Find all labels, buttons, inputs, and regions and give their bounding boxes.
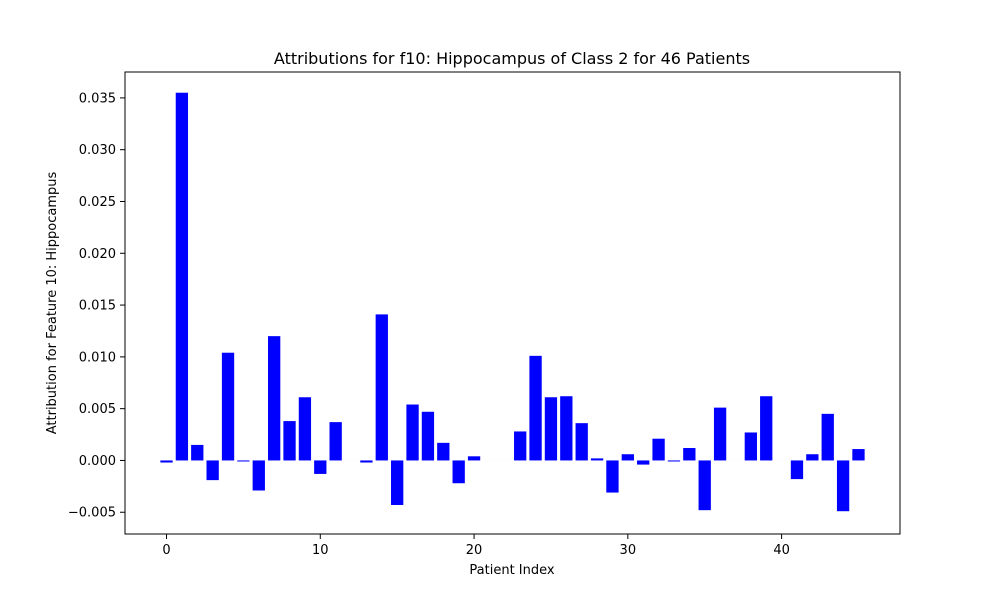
y-tick-label: 0.025 xyxy=(79,195,116,210)
bars-group xyxy=(160,92,865,512)
bar-patient-33 xyxy=(667,460,681,462)
bar-patient-4 xyxy=(221,352,235,461)
bar-patient-45 xyxy=(852,449,865,461)
bar-patient-28 xyxy=(590,458,604,461)
bar-patient-30 xyxy=(621,454,634,461)
bar-patient-13 xyxy=(360,460,373,463)
y-tick-label: 0.015 xyxy=(79,299,116,314)
bar-patient-3 xyxy=(206,460,219,481)
bar-patient-42 xyxy=(806,454,819,461)
bar-patient-44 xyxy=(836,460,850,512)
bar-patient-1 xyxy=(175,92,189,461)
y-tick-label: 0.030 xyxy=(79,143,116,158)
bar-patient-36 xyxy=(713,407,727,461)
bar-patient-25 xyxy=(544,397,558,461)
bar-patient-9 xyxy=(298,397,312,461)
x-tick-label: 20 xyxy=(466,543,483,558)
bar-patient-6 xyxy=(252,460,265,491)
bar-patient-38 xyxy=(744,432,757,461)
y-axis-ticks: −0.005 0.000 0.005 0.010 0.015 0.020 0.025 0.03… xyxy=(68,91,125,521)
x-tick-label: 40 xyxy=(773,543,790,558)
bar-patient-32 xyxy=(652,438,665,461)
y-tick-label: −0.005 xyxy=(68,506,116,521)
y-tick-label: 0.010 xyxy=(79,350,116,365)
bar-patient-8 xyxy=(283,421,296,461)
bar-patient-18 xyxy=(437,442,450,461)
bar-patient-11 xyxy=(329,422,342,461)
x-tick-label: 30 xyxy=(620,543,637,558)
bar-patient-15 xyxy=(391,460,404,505)
y-tick-label: 0.035 xyxy=(79,91,116,106)
bar-patient-26 xyxy=(560,396,573,461)
y-axis-label: Attribution for Feature 10: Hippocampus xyxy=(45,172,60,435)
y-tick-label: 0.000 xyxy=(79,454,116,469)
bar-patient-29 xyxy=(606,460,619,493)
bar-patient-10 xyxy=(314,460,327,474)
x-tick-label: 0 xyxy=(162,543,170,558)
y-tick-label: 0.005 xyxy=(79,402,116,417)
bar-patient-7 xyxy=(268,336,281,461)
bar-patient-39 xyxy=(760,396,773,461)
bar-patient-14 xyxy=(375,314,388,461)
bar-patient-27 xyxy=(575,423,588,461)
bar-patient-5 xyxy=(237,460,250,462)
x-tick-label: 10 xyxy=(312,543,329,558)
bar-patient-20 xyxy=(467,456,481,461)
bar-patient-23 xyxy=(514,431,527,461)
bar-patient-17 xyxy=(421,411,435,461)
bar-patient-0 xyxy=(160,460,173,463)
bar-patient-41 xyxy=(790,460,804,480)
plot-area-frame xyxy=(124,71,901,535)
bar-patient-16 xyxy=(406,404,419,461)
bar-patient-35 xyxy=(698,460,711,511)
y-tick-label: 0.020 xyxy=(79,247,116,262)
bar-patient-34 xyxy=(683,448,696,461)
bar-patient-24 xyxy=(529,355,542,461)
bar-patient-2 xyxy=(191,444,204,461)
x-axis-label: Patient Index xyxy=(469,563,554,578)
x-axis-ticks: 0 10 20 30 40 xyxy=(162,534,790,558)
bar-patient-43 xyxy=(821,413,834,461)
chart-title: Attributions for f10: Hippocampus of Cla… xyxy=(274,49,750,68)
bar-patient-31 xyxy=(637,460,650,465)
bar-patient-19 xyxy=(452,460,465,484)
